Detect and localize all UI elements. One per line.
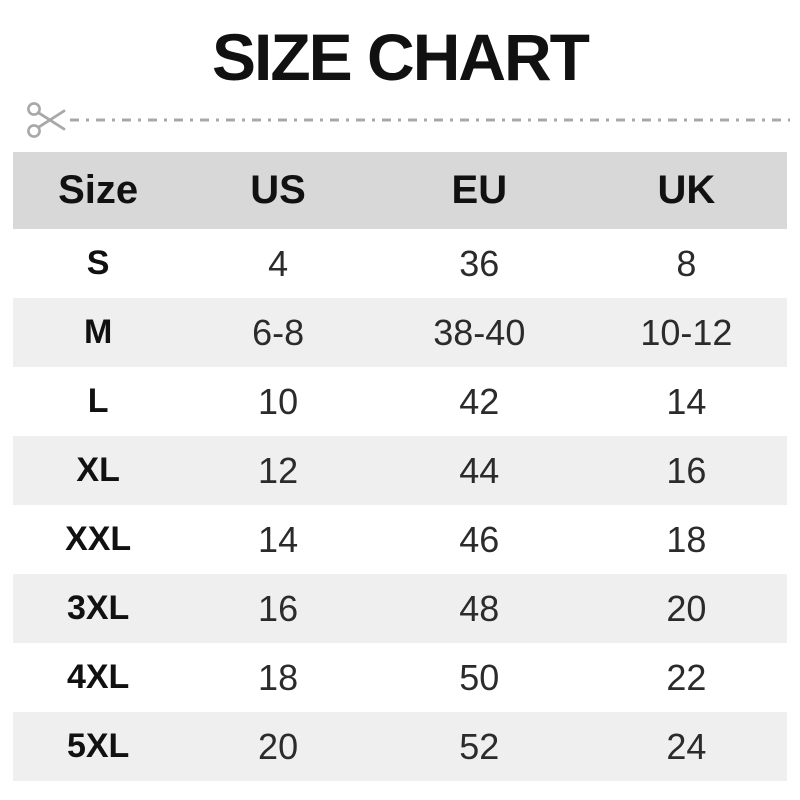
table-row: M 6-8 38-40 10-12 — [13, 298, 787, 367]
table-header-row: Size US EU UK — [13, 152, 787, 229]
uk-cell: 20 — [666, 587, 707, 629]
size-cell: 5XL — [66, 727, 130, 765]
table-row: L 10 42 14 — [13, 367, 787, 436]
table-row: 5XL 20 52 24 — [13, 712, 787, 781]
table-row: XL 12 44 16 — [13, 436, 787, 505]
table-row: XXL 14 46 18 — [13, 505, 787, 574]
size-cell: 3XL — [66, 589, 130, 627]
us-cell: 20 — [258, 725, 299, 767]
uk-cell: 8 — [676, 242, 697, 284]
cut-line-row — [26, 98, 790, 142]
uk-cell: 24 — [666, 725, 707, 767]
dashed-cut-line — [70, 118, 790, 122]
column-header-eu: EU — [451, 168, 508, 212]
size-cell: S — [86, 244, 110, 282]
size-cell: XXL — [65, 520, 132, 558]
uk-cell: 16 — [666, 449, 707, 491]
us-cell: 10 — [258, 380, 299, 422]
eu-cell: 38-40 — [433, 311, 526, 353]
uk-cell: 14 — [666, 380, 707, 422]
uk-cell: 10-12 — [640, 311, 733, 353]
column-header-us: US — [250, 168, 306, 212]
uk-cell: 18 — [666, 518, 707, 560]
column-header-size: Size — [58, 168, 139, 212]
scissors-icon — [27, 102, 66, 138]
eu-cell: 52 — [459, 725, 500, 767]
column-header-uk: UK — [657, 168, 716, 212]
size-chart-table: Size US EU UK S 4 36 8 M 6-8 38-40 10-12… — [13, 152, 787, 781]
eu-cell: 36 — [459, 242, 500, 284]
eu-cell: 44 — [459, 449, 500, 491]
us-cell: 16 — [258, 587, 299, 629]
size-cell: M — [83, 313, 113, 351]
table-row: 3XL 16 48 20 — [13, 574, 787, 643]
us-cell: 14 — [258, 518, 299, 560]
size-cell: L — [87, 382, 109, 420]
page-title: SIZE CHART — [212, 20, 590, 94]
uk-cell: 22 — [666, 656, 707, 698]
table-body: S 4 36 8 M 6-8 38-40 10-12 L 10 42 14 XL… — [13, 229, 787, 781]
eu-cell: 46 — [459, 518, 500, 560]
table-row: 4XL 18 50 22 — [13, 643, 787, 712]
us-cell: 6-8 — [252, 311, 305, 353]
eu-cell: 48 — [459, 587, 500, 629]
eu-cell: 50 — [459, 656, 500, 698]
us-cell: 18 — [258, 656, 299, 698]
size-cell: XL — [76, 451, 120, 489]
us-cell: 12 — [258, 449, 299, 491]
size-cell: 4XL — [66, 658, 130, 696]
eu-cell: 42 — [459, 380, 500, 422]
table-row: S 4 36 8 — [13, 229, 787, 298]
us-cell: 4 — [268, 242, 289, 284]
